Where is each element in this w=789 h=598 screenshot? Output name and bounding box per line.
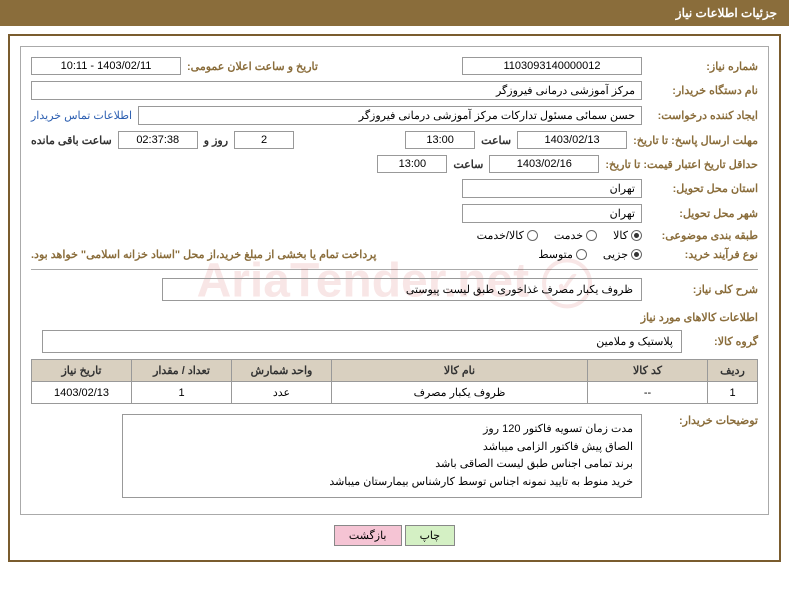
category-radio-group: کالا خدمت کالا/خدمت — [477, 229, 642, 242]
payment-note: پرداخت تمام یا بخشی از مبلغ خرید،از محل … — [31, 248, 376, 261]
buyer-contact-link[interactable]: اطلاعات تماس خریدار — [31, 109, 132, 122]
city-field: تهران — [462, 204, 642, 223]
purchase-type-label: نوع فرآیند خرید: — [648, 248, 758, 261]
cell-unit: عدد — [232, 382, 332, 404]
buyer-org-field: مرکز آموزشی درمانی فیروزگر — [31, 81, 642, 100]
validity-time-field: 13:00 — [377, 155, 447, 173]
note-line-3: برند تمامی اجناس طبق لیست الصاقی باشد — [131, 456, 633, 474]
cell-date: 1403/02/13 — [32, 382, 132, 404]
buyer-notes-box: مدت زمان تسویه فاکتور 120 روز الصاق پیش … — [122, 414, 642, 498]
time-label-2: ساعت — [453, 158, 483, 171]
back-button[interactable]: بازگشت — [334, 525, 402, 546]
goods-info-title: اطلاعات کالاهای مورد نیاز — [31, 311, 758, 324]
goods-table: ردیف کد کالا نام کالا واحد شمارش تعداد /… — [31, 359, 758, 404]
requester-field: حسن سمائی مسئول تدارکات مرکز آموزشی درما… — [138, 106, 642, 125]
countdown-field: 02:37:38 — [118, 131, 198, 149]
radio-service-label: خدمت — [554, 229, 583, 242]
radio-dot-icon — [527, 230, 538, 241]
radio-goods[interactable]: کالا — [613, 229, 642, 242]
th-code: کد کالا — [588, 360, 708, 382]
row-category: طبقه بندی موضوعی: کالا خدمت کالا/خدمت — [31, 229, 758, 242]
th-name: نام کالا — [332, 360, 588, 382]
cell-name: ظروف یکبار مصرف — [332, 382, 588, 404]
note-line-1: مدت زمان تسویه فاکتور 120 روز — [131, 421, 633, 439]
th-row: ردیف — [708, 360, 758, 382]
requester-label: ایجاد کننده درخواست: — [648, 109, 758, 122]
print-button[interactable]: چاپ — [405, 525, 456, 546]
deadline-date-field: 1403/02/13 — [517, 131, 627, 149]
days-remaining-field: 2 — [234, 131, 294, 149]
buyer-notes-label: توضیحات خریدار: — [648, 414, 758, 427]
th-qty: تعداد / مقدار — [132, 360, 232, 382]
th-unit: واحد شمارش — [232, 360, 332, 382]
announce-datetime-field: 1403/02/11 - 10:11 — [31, 57, 181, 75]
buyer-org-label: نام دستگاه خریدار: — [648, 84, 758, 97]
deadline-time-field: 13:00 — [405, 131, 475, 149]
general-desc-label: شرح کلی نیاز: — [648, 283, 758, 296]
row-deadline: مهلت ارسال پاسخ: تا تاریخ: 1403/02/13 سا… — [31, 131, 758, 149]
row-province: استان محل تحویل: تهران — [31, 179, 758, 198]
row-buyer-notes: توضیحات خریدار: مدت زمان تسویه فاکتور 12… — [31, 414, 758, 498]
page-title: جزئیات اطلاعات نیاز — [676, 6, 777, 20]
row-general-desc: شرح کلی نیاز: ظروف یکبار مصرف غذاخوری طب… — [31, 278, 758, 301]
table-header-row: ردیف کد کالا نام کالا واحد شمارش تعداد /… — [32, 360, 758, 382]
radio-service[interactable]: خدمت — [554, 229, 597, 242]
th-date: تاریخ نیاز — [32, 360, 132, 382]
category-label: طبقه بندی موضوعی: — [648, 229, 758, 242]
purchase-type-radio-group: جزیی متوسط — [538, 248, 642, 261]
radio-goods-label: کالا — [613, 229, 628, 242]
province-field: تهران — [462, 179, 642, 198]
radio-partial[interactable]: جزیی — [603, 248, 642, 261]
table-row: 1 -- ظروف یکبار مصرف عدد 1 1403/02/13 — [32, 382, 758, 404]
radio-goods-service[interactable]: کالا/خدمت — [477, 229, 538, 242]
radio-dot-icon — [631, 249, 642, 260]
goods-group-label: گروه کالا: — [688, 335, 758, 348]
button-bar: چاپ بازگشت — [20, 525, 769, 546]
row-purchase-type: نوع فرآیند خرید: جزیی متوسط پرداخت تمام … — [31, 248, 758, 261]
radio-goods-service-label: کالا/خدمت — [477, 229, 524, 242]
radio-dot-icon — [631, 230, 642, 241]
page-header: جزئیات اطلاعات نیاز — [0, 0, 789, 26]
row-requester: ایجاد کننده درخواست: حسن سمائی مسئول تدا… — [31, 106, 758, 125]
province-label: استان محل تحویل: — [648, 182, 758, 195]
inner-frame: AriaTender.net شماره نیاز: 1103093140000… — [20, 46, 769, 515]
goods-group-box: پلاستیک و ملامین — [42, 330, 682, 353]
divider-1 — [31, 269, 758, 270]
need-number-field: 1103093140000012 — [462, 57, 642, 75]
outer-frame: AriaTender.net شماره نیاز: 1103093140000… — [8, 34, 781, 562]
deadline-label: مهلت ارسال پاسخ: تا تاریخ: — [633, 134, 758, 147]
note-line-4: خرید منوط به تایید نمونه اجناس توسط کارش… — [131, 474, 633, 492]
note-line-2: الصاق پیش فاکتور الزامی میباشد — [131, 439, 633, 457]
cell-qty: 1 — [132, 382, 232, 404]
radio-medium[interactable]: متوسط — [538, 248, 587, 261]
row-city: شهر محل تحویل: تهران — [31, 204, 758, 223]
row-validity: حداقل تاریخ اعتبار قیمت: تا تاریخ: 1403/… — [31, 155, 758, 173]
row-need-number: شماره نیاز: 1103093140000012 تاریخ و ساع… — [31, 57, 758, 75]
row-buyer-org: نام دستگاه خریدار: مرکز آموزشی درمانی فی… — [31, 81, 758, 100]
remaining-label: ساعت باقی مانده — [31, 134, 112, 147]
row-goods-group: گروه کالا: پلاستیک و ملامین — [31, 330, 758, 353]
radio-partial-label: جزیی — [603, 248, 628, 261]
general-desc-box: ظروف یکبار مصرف غذاخوری طبق لیست پیوستی — [162, 278, 642, 301]
announce-datetime-label: تاریخ و ساعت اعلان عمومی: — [187, 60, 318, 73]
time-label-1: ساعت — [481, 134, 511, 147]
radio-dot-icon — [576, 249, 587, 260]
validity-date-field: 1403/02/16 — [489, 155, 599, 173]
cell-code: -- — [588, 382, 708, 404]
need-number-label: شماره نیاز: — [648, 60, 758, 73]
days-and-label: روز و — [204, 134, 228, 147]
cell-row: 1 — [708, 382, 758, 404]
radio-medium-label: متوسط — [538, 248, 573, 261]
city-label: شهر محل تحویل: — [648, 207, 758, 220]
radio-dot-icon — [586, 230, 597, 241]
validity-label: حداقل تاریخ اعتبار قیمت: تا تاریخ: — [605, 158, 758, 171]
